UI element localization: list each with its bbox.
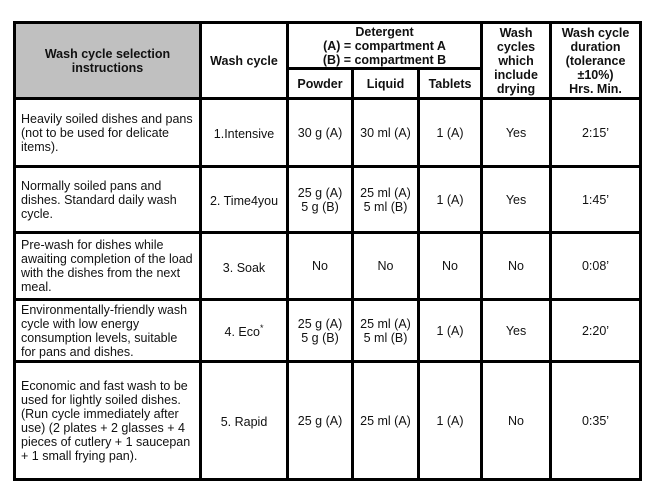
duration: 2:20’ bbox=[549, 298, 643, 363]
header-detergent: Detergent (A) = compartment A (B) = comp… bbox=[285, 21, 484, 70]
table-row: Pre-wash for dishes while awaiting compl… bbox=[13, 231, 643, 301]
header-drying: Wash cycles which include drying bbox=[480, 21, 553, 100]
cycle-name: 4. Eco* bbox=[199, 298, 289, 363]
header-tablets: Tablets bbox=[416, 67, 484, 100]
cycle-footnote-mark: * bbox=[259, 323, 264, 334]
cycle-description: Heavily soiled dishes and pans (not to b… bbox=[13, 97, 202, 168]
drying: No bbox=[480, 231, 553, 301]
powder-amount: 30 g (A) bbox=[297, 125, 343, 140]
powder-dose: 25 g (A) bbox=[286, 360, 354, 481]
duration: 2:15’ bbox=[549, 97, 643, 168]
powder-amount: 5 g (B) bbox=[301, 330, 339, 345]
table-row: Heavily soiled dishes and pans (not to b… bbox=[13, 97, 643, 168]
tablets-dose: No bbox=[416, 231, 484, 301]
tablets-dose: 1 (A) bbox=[416, 298, 484, 363]
liquid-dose: 25 ml (A) 5 ml (B) bbox=[351, 298, 420, 363]
cycle-label: 1.Intensive bbox=[213, 127, 275, 142]
duration: 0:08’ bbox=[549, 231, 643, 301]
cycle-description: Environmentally-friendly wash cycle with… bbox=[13, 298, 202, 363]
powder-amount: No bbox=[312, 259, 328, 273]
cycle-description: Normally soiled pans and dishes. Standar… bbox=[13, 165, 202, 234]
liquid-amount: 25 ml (A) bbox=[360, 316, 411, 331]
table-row: Environmentally-friendly wash cycle with… bbox=[13, 298, 643, 363]
drying: Yes bbox=[480, 298, 553, 363]
powder-amount: 25 g (A) bbox=[297, 185, 343, 200]
duration-title: Wash cycle duration bbox=[561, 25, 630, 54]
cycle-description: Economic and fast wash to be used for li… bbox=[13, 360, 202, 481]
cycle-description: Pre-wash for dishes while awaiting compl… bbox=[13, 231, 202, 301]
cycle-label: 2. Time4you bbox=[209, 194, 279, 209]
liquid-amount: 5 ml (B) bbox=[363, 330, 408, 345]
header-wash-cycle: Wash cycle bbox=[199, 21, 289, 100]
liquid-amount: 5 ml (B) bbox=[363, 199, 408, 214]
cycle-name: 1.Intensive bbox=[199, 97, 289, 168]
duration-units: Hrs. Min. bbox=[569, 81, 622, 96]
liquid-amount: 30 ml (A) bbox=[360, 125, 411, 140]
drying: Yes bbox=[480, 97, 553, 168]
header-liquid: Liquid bbox=[351, 67, 420, 100]
cycle-name: 2. Time4you bbox=[199, 165, 289, 234]
powder-dose: 25 g (A) 5 g (B) bbox=[286, 165, 354, 234]
duration: 1:45’ bbox=[549, 165, 643, 234]
liquid-dose: 30 ml (A) bbox=[351, 97, 420, 168]
cycle-name: 5. Rapid bbox=[199, 360, 289, 481]
liquid-dose: 25 ml (A) bbox=[351, 360, 420, 481]
table-row: Economic and fast wash to be used for li… bbox=[13, 360, 643, 481]
duration: 0:35’ bbox=[549, 360, 643, 481]
powder-dose: No bbox=[286, 231, 354, 301]
wash-cycle-table: Wash cycle selection instructions Wash c… bbox=[13, 21, 643, 481]
header-instructions: Wash cycle selection instructions bbox=[13, 21, 202, 100]
tablets-dose: 1 (A) bbox=[416, 360, 484, 481]
tablets-dose: 1 (A) bbox=[416, 97, 484, 168]
header-duration: Wash cycle duration (tolerance ±10%) Hrs… bbox=[549, 21, 643, 100]
cycle-label: 4. Eco bbox=[224, 325, 260, 340]
powder-amount: 5 g (B) bbox=[301, 199, 339, 214]
liquid-amount: 25 ml (A) bbox=[360, 185, 411, 200]
powder-dose: 25 g (A) 5 g (B) bbox=[286, 298, 354, 363]
cycle-label: 5. Rapid bbox=[220, 415, 268, 430]
powder-dose: 30 g (A) bbox=[286, 97, 354, 168]
header-powder: Powder bbox=[286, 67, 354, 100]
detergent-compartment-a: (A) = compartment A bbox=[323, 38, 446, 53]
powder-amount: 25 g (A) bbox=[297, 316, 343, 331]
detergent-compartment-b: (B) = compartment B bbox=[322, 52, 447, 67]
table-row: Normally soiled pans and dishes. Standar… bbox=[13, 165, 643, 234]
cycle-name: 3. Soak bbox=[199, 231, 289, 301]
detergent-title: Detergent bbox=[355, 24, 414, 39]
liquid-dose: 25 ml (A) 5 ml (B) bbox=[351, 165, 420, 234]
liquid-amount: No bbox=[377, 259, 394, 273]
tablets-dose: 1 (A) bbox=[416, 165, 484, 234]
powder-amount: 25 g (A) bbox=[297, 413, 343, 428]
liquid-dose: No bbox=[351, 231, 420, 301]
duration-tolerance: (tolerance ±10%) bbox=[565, 53, 626, 82]
drying: Yes bbox=[480, 165, 553, 234]
drying: No bbox=[480, 360, 553, 481]
cycle-label: 3. Soak bbox=[222, 261, 266, 276]
liquid-amount: 25 ml (A) bbox=[360, 413, 411, 428]
